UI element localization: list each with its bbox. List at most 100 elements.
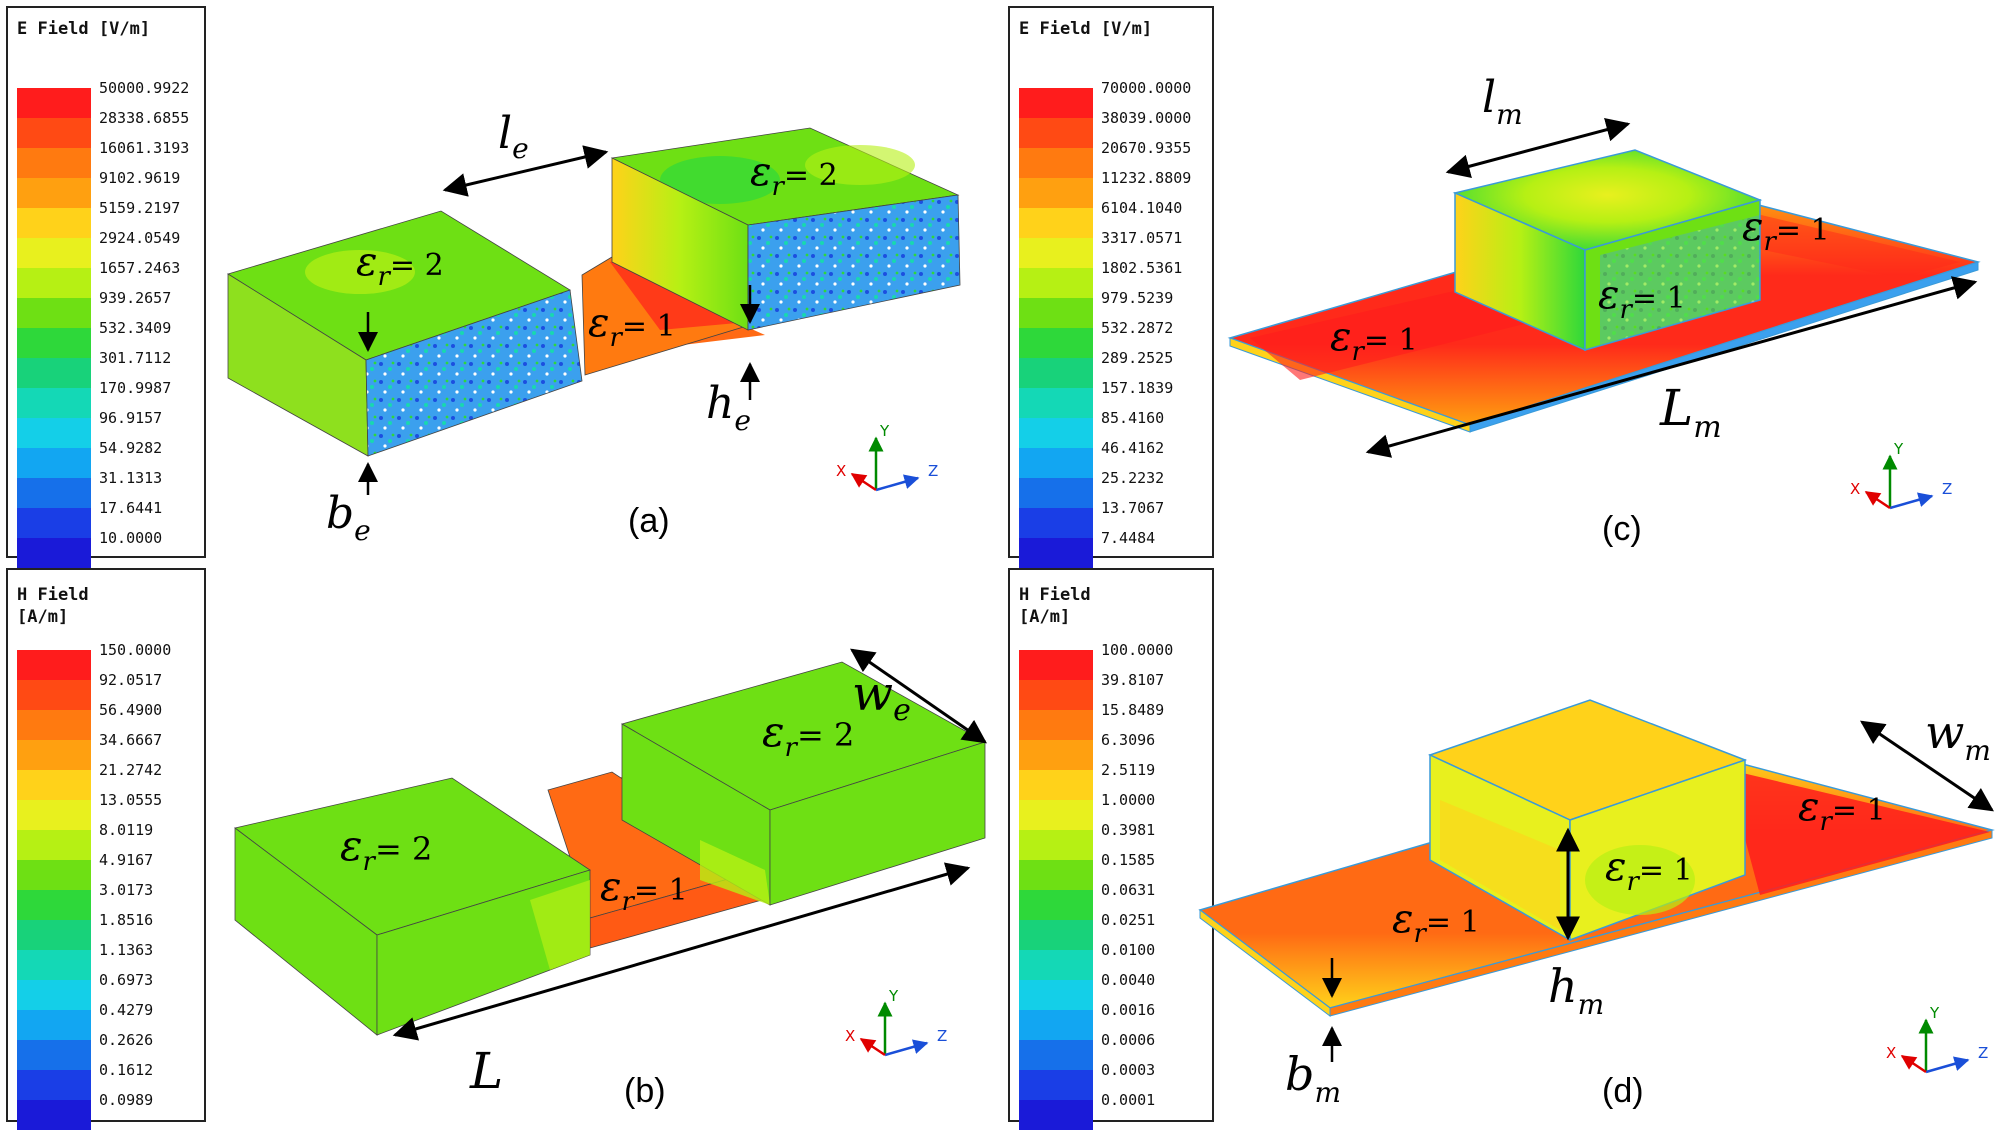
- legend-title: H Field [A/m]: [17, 585, 89, 627]
- legend-title: E Field [V/m]: [1019, 19, 1153, 39]
- scale-label: 38039.0000: [1101, 109, 1192, 127]
- scale-label: 56.4900: [99, 701, 163, 719]
- dim-label-bm: bm: [1285, 1047, 1341, 1109]
- axis-triad-d: Y Z X: [1886, 1004, 1988, 1074]
- panel-c-model: [1227, 117, 1981, 458]
- axis-z-label: Z: [937, 1027, 947, 1045]
- eps-label-right-strip: εr= 1: [1798, 784, 1886, 837]
- caption-b: (b): [624, 1072, 666, 1110]
- scale-swatch: [1019, 358, 1093, 388]
- caption-d: (d): [1602, 1072, 1644, 1110]
- panel-d-labels: wm εr= 1 εr= 1 εr= 1 hm bm (d): [1285, 705, 1991, 1110]
- scale-swatch: [17, 800, 91, 830]
- scale-label: 532.2872: [1101, 319, 1174, 337]
- scale-swatch: [1019, 1070, 1093, 1100]
- scale-swatch: [1019, 298, 1093, 328]
- scale-swatch: [17, 980, 91, 1010]
- axis-x-label: X: [1886, 1044, 1896, 1062]
- scale-label: 13.7067: [1101, 499, 1165, 517]
- scale-label: 100.0000: [1101, 641, 1174, 659]
- scale-label: 54.9282: [99, 439, 163, 457]
- scale-swatch: [1019, 118, 1093, 148]
- scale-label: 25.2232: [1101, 469, 1165, 487]
- axis-y-label: Y: [1893, 440, 1904, 458]
- scale-swatch: [17, 1010, 91, 1040]
- scale-swatch: [1019, 770, 1093, 800]
- panel-c-labels: lm εr= 1 εr= 1 εr= 1 Lm (c): [1330, 72, 1830, 548]
- scale-label: 170.9987: [99, 379, 172, 397]
- scale-swatch: [1019, 710, 1093, 740]
- legend-b: H Field [A/m] 150.0000 92.0517 56.4900 34.6…: [6, 568, 206, 1130]
- scale-swatch: [17, 1100, 91, 1130]
- scale-label: 0.6973: [99, 971, 154, 989]
- axis-triad-a: Y Z X: [836, 422, 938, 492]
- scale-swatch: [1019, 538, 1093, 568]
- scale-label: 2.5119: [1101, 761, 1156, 779]
- scale-swatch: [17, 710, 91, 740]
- scale-label: 0.3981: [1101, 821, 1156, 839]
- scale-swatch: [1019, 328, 1093, 358]
- scale-label: 0.0040: [1101, 971, 1156, 989]
- dim-label-hm: hm: [1548, 959, 1604, 1021]
- scale-label: 301.7112: [99, 349, 172, 367]
- scale-label: 6104.1040: [1101, 199, 1183, 217]
- legend-d: H Field [A/m] 100.0000 39.8107 15.8489 6.30…: [1008, 568, 1214, 1130]
- scale-swatch: [1019, 650, 1093, 680]
- scale-swatch: [17, 238, 91, 268]
- scale-label: 8.0119: [99, 821, 154, 839]
- scale-label: 21.2742: [99, 761, 163, 779]
- dim-label-wm: wm: [1925, 705, 1991, 767]
- dim-label-Lm: Lm: [1659, 379, 1722, 445]
- scale-swatch: [1019, 238, 1093, 268]
- scale-swatch: [1019, 800, 1093, 830]
- axis-triad-b: Y Z X: [845, 987, 947, 1057]
- scale-swatch: [17, 830, 91, 860]
- scale-label: 0.2626: [99, 1031, 154, 1049]
- scale-label: 15.8489: [1101, 701, 1165, 719]
- eps-label-center: εr= 1: [588, 300, 676, 353]
- panel-d-model: [1198, 699, 1995, 1062]
- scale-label: 13.0555: [99, 791, 163, 809]
- scale-label: 11232.8809: [1101, 169, 1192, 187]
- scale-swatch: [17, 478, 91, 508]
- scale-label: 0.0989: [99, 1091, 154, 1109]
- scale-label: 979.5239: [1101, 289, 1174, 307]
- scale-label: 289.2525: [1101, 349, 1174, 367]
- axis-y-label: Y: [1929, 1004, 1940, 1022]
- axis-z-label: Z: [1942, 480, 1952, 498]
- eps-label-left-strip: εr= 1: [1392, 896, 1480, 949]
- scale-label: 3.0173: [99, 881, 154, 899]
- scale-swatch: [17, 1040, 91, 1070]
- axis-x-label: X: [845, 1027, 855, 1045]
- scale-label: 0.0006: [1101, 1031, 1156, 1049]
- scale-label: 3317.0571: [1101, 229, 1183, 247]
- eps-label-center: εr= 1: [1605, 844, 1693, 897]
- scale-label: 92.0517: [99, 671, 163, 689]
- eps-label-center: εr= 1: [1598, 272, 1686, 325]
- scale-swatch: [1019, 1040, 1093, 1070]
- dim-label-be: be: [326, 488, 371, 547]
- scale-swatch: [17, 118, 91, 148]
- axis-x-label: X: [836, 462, 846, 480]
- scale-label: 39.8107: [1101, 671, 1165, 689]
- scale-swatch: [1019, 740, 1093, 770]
- legend-title: H Field [A/m]: [1019, 585, 1091, 627]
- scale-label: 96.9157: [99, 409, 163, 427]
- scale-swatch: [17, 208, 91, 238]
- scale-swatch: [1019, 208, 1093, 238]
- scale-swatch: [1019, 680, 1093, 710]
- scale-label: 34.6667: [99, 731, 163, 749]
- scale-swatch: [17, 860, 91, 890]
- scale-label: 16061.3193: [99, 139, 190, 157]
- scale-label: 0.0100: [1101, 941, 1156, 959]
- scale-swatch: [17, 88, 91, 118]
- scale-label: 1802.5361: [1101, 259, 1183, 277]
- scale-label: 85.4160: [1101, 409, 1165, 427]
- eps-label-center: εr= 1: [600, 864, 688, 917]
- scale-label: 0.0001: [1101, 1091, 1156, 1109]
- dim-label-L: L: [469, 1042, 503, 1100]
- axis-x-label: X: [1850, 480, 1860, 498]
- scale-swatch: [1019, 980, 1093, 1010]
- scale-swatch: [1019, 1100, 1093, 1130]
